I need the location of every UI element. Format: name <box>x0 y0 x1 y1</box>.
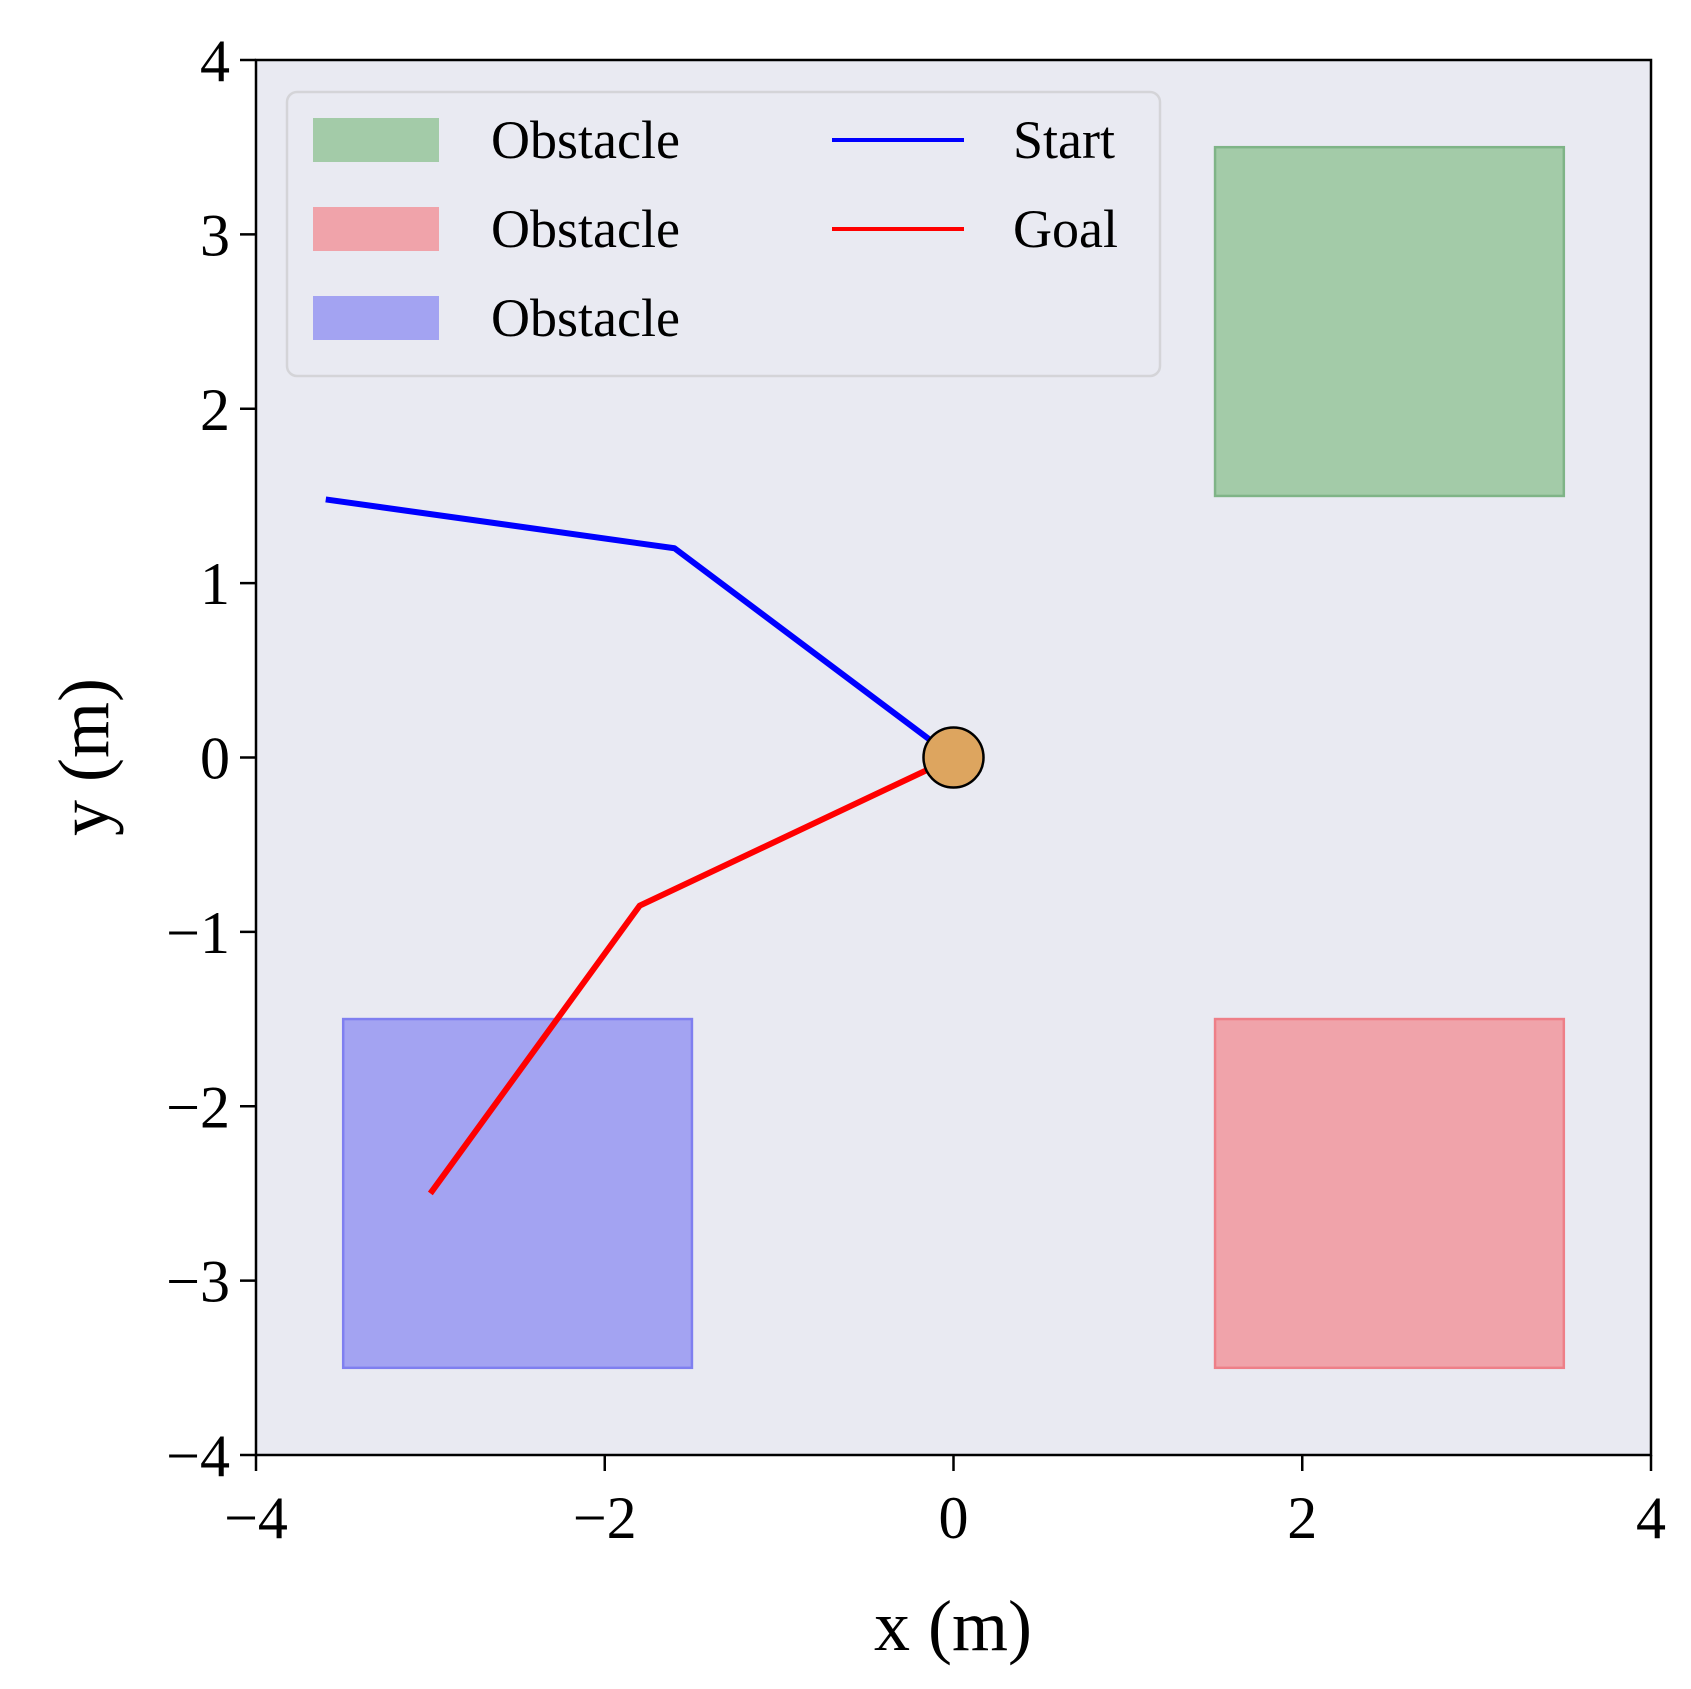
legend-box <box>285 90 1162 378</box>
legend-label-obstacle: Obstacle <box>491 199 680 259</box>
y-ticks: −4 −3 −2 −1 0 1 2 3 4 <box>166 28 256 1489</box>
x-axis-title: x (m) <box>874 1586 1032 1666</box>
y-tick-label: 1 <box>200 551 230 617</box>
legend-label-obstacle: Obstacle <box>491 288 680 348</box>
origin-marker <box>922 726 985 789</box>
x-tick-label: 4 <box>1636 1485 1666 1551</box>
x-tick-label: −2 <box>573 1485 637 1551</box>
legend: Obstacle Obstacle Obstacle Start Goal <box>285 90 1162 378</box>
x-tick-label: 0 <box>939 1485 969 1551</box>
y-tick-label: 2 <box>200 377 230 443</box>
legend-swatch-obstacle <box>313 296 439 340</box>
y-tick-label: 4 <box>200 28 230 94</box>
markers <box>922 726 985 789</box>
x-ticks: −4 −2 0 2 4 <box>224 1455 1666 1551</box>
series-lines <box>325 496 956 1196</box>
y-tick-label: 0 <box>200 726 230 792</box>
obstacle-rect-0 <box>1213 145 1566 498</box>
y-tick-label: −4 <box>166 1423 230 1489</box>
y-axis-title: y (m) <box>44 678 124 836</box>
y-tick-label: −3 <box>166 1249 230 1315</box>
x-tick-label: 2 <box>1287 1485 1317 1551</box>
y-tick-label: −1 <box>166 900 230 966</box>
legend-label-obstacle: Obstacle <box>491 110 680 170</box>
legend-swatch-obstacle <box>313 207 439 251</box>
x-tick-label: −4 <box>224 1485 288 1551</box>
y-tick-label: −2 <box>166 1074 230 1140</box>
legend-label-start: Start <box>1013 110 1115 170</box>
series-line-goal <box>427 754 955 1196</box>
y-tick-label: 3 <box>200 202 230 268</box>
legend-swatch-obstacle <box>313 118 439 162</box>
series-line-start <box>325 496 956 760</box>
legend-label-goal: Goal <box>1013 199 1118 259</box>
obstacle-rect-1 <box>1213 1017 1566 1370</box>
